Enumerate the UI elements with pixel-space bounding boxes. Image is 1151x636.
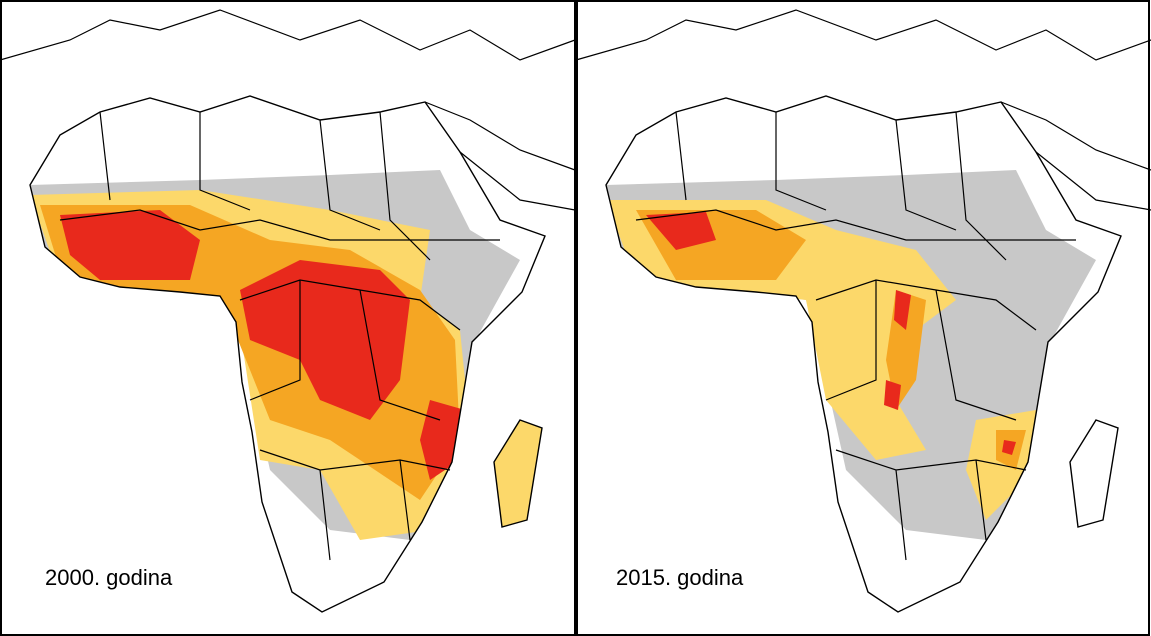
panel-label: 2000. godina bbox=[45, 565, 173, 590]
panel-label: 2015. godina bbox=[616, 565, 744, 590]
panel-2000: 2000. godina bbox=[0, 0, 576, 636]
panel-2015: 2015. godina bbox=[575, 0, 1151, 636]
prevalence-2015 bbox=[606, 200, 1036, 520]
prevalence-2000 bbox=[30, 190, 542, 540]
